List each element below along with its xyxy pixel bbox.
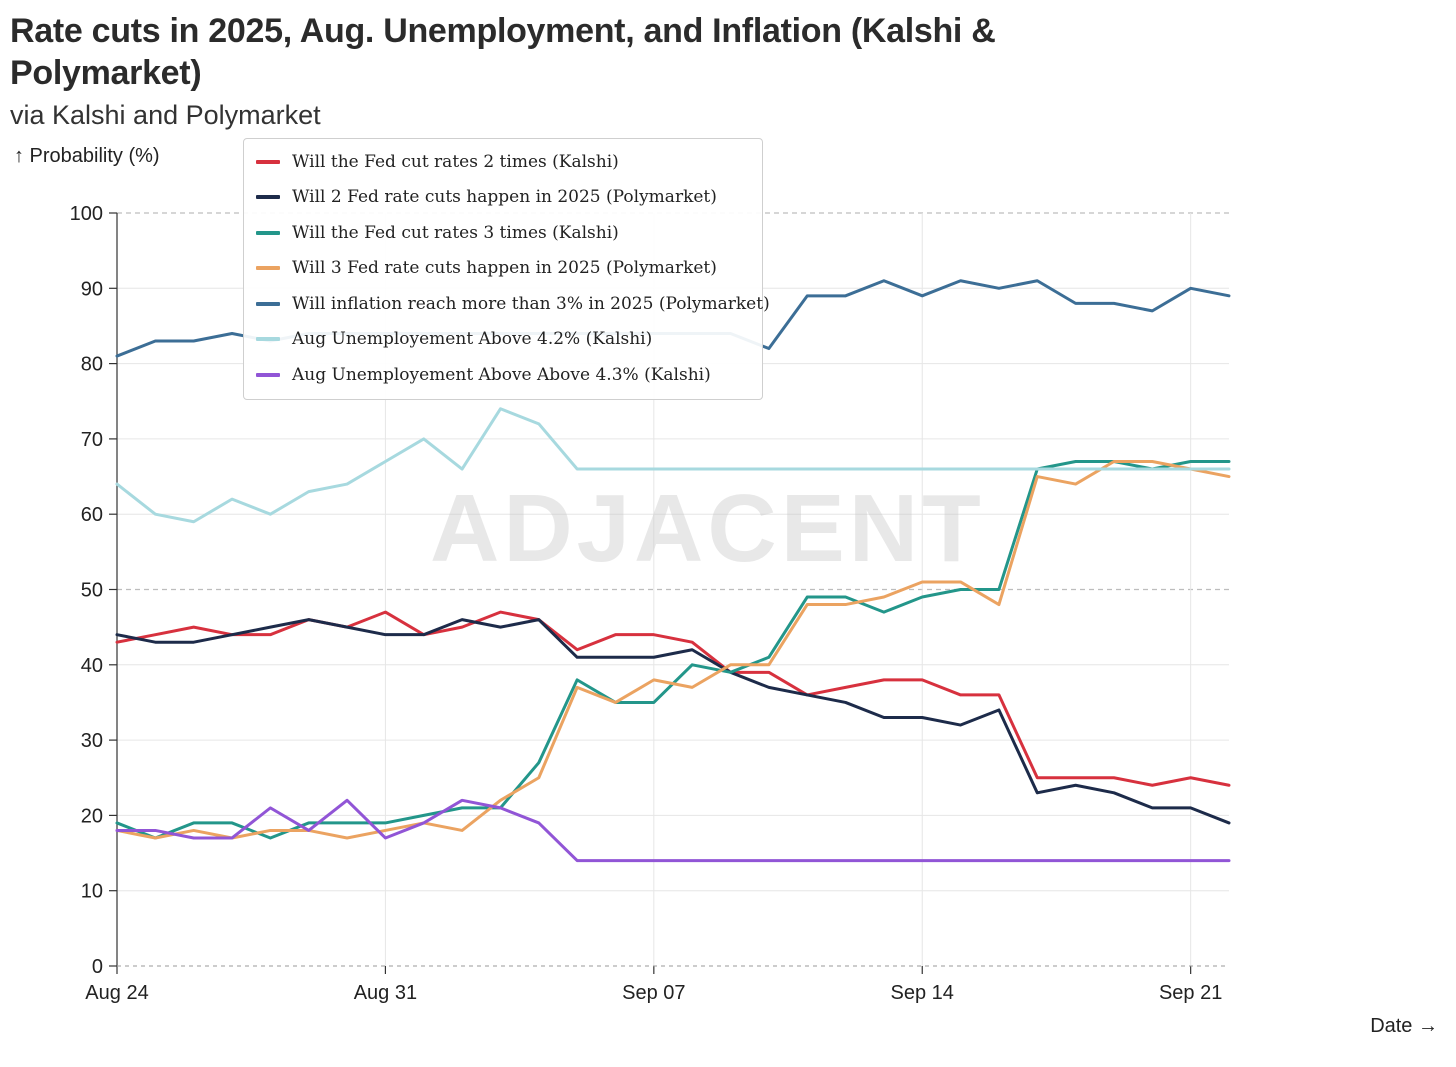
legend-item: Aug Unemployement Above Above 4.3% (Kals… <box>256 357 762 393</box>
chart-title: Rate cuts in 2025, Aug. Unemployment, an… <box>10 12 996 92</box>
series-line-5 <box>115 407 1231 524</box>
y-axis-label: ↑ Probability (%) <box>14 145 160 167</box>
x-tick-label: Sep 07 <box>622 982 685 1004</box>
chart-subtitle: via Kalshi and Polymarket <box>10 100 321 130</box>
y-tick-label: 40 <box>81 655 103 677</box>
legend-item: Will the Fed cut rates 2 times (Kalshi) <box>256 144 762 180</box>
legend-swatch <box>256 372 280 377</box>
y-tick-label: 90 <box>81 278 103 300</box>
legend-label: Will inflation reach more than 3% in 202… <box>292 293 770 314</box>
legend-label: Aug Unemployement Above Above 4.3% (Kals… <box>292 364 711 385</box>
legend-swatch <box>256 159 280 164</box>
x-tick-label: Aug 31 <box>354 982 417 1004</box>
legend-item: Will 3 Fed rate cuts happen in 2025 (Pol… <box>256 251 762 287</box>
y-tick-label: 60 <box>81 504 103 526</box>
legend-item: Will inflation reach more than 3% in 202… <box>256 286 770 322</box>
legend-swatch <box>256 337 280 342</box>
legend-label: Will 2 Fed rate cuts happen in 2025 (Pol… <box>292 187 717 208</box>
legend-swatch <box>256 266 280 271</box>
legend-item: Will the Fed cut rates 3 times (Kalshi) <box>256 215 762 251</box>
series-line-0 <box>115 610 1231 787</box>
legend-swatch <box>256 301 280 306</box>
y-tick-label: 70 <box>81 429 103 451</box>
legend-swatch <box>256 230 280 235</box>
axis-layer: 0 10 20 30 40 50 60 70 80 90 100 Aug 24 Aug 31 Sep 07… <box>70 203 1229 1004</box>
legend-item: Will 2 Fed rate cuts happen in 2025 (Pol… <box>256 180 762 216</box>
y-tick-label: 80 <box>81 354 103 376</box>
legend-label: Will the Fed cut rates 3 times (Kalshi) <box>292 222 619 243</box>
legend-label: Aug Unemployement Above 4.2% (Kalshi) <box>292 329 653 350</box>
legend-label: Will 3 Fed rate cuts happen in 2025 (Pol… <box>292 258 717 279</box>
x-tick-label: Sep 21 <box>1159 982 1222 1004</box>
x-axis-label: Date → <box>1370 1015 1438 1037</box>
legend-swatch <box>256 195 280 200</box>
y-tick-label: 30 <box>81 730 103 752</box>
series-line-1 <box>115 618 1231 825</box>
legend-label: Will the Fed cut rates 2 times (Kalshi) <box>292 151 619 172</box>
legend: Will the Fed cut rates 2 times (Kalshi) W… <box>243 138 770 400</box>
y-tick-label: 100 <box>70 203 103 225</box>
y-tick-label: 50 <box>81 580 103 602</box>
series-line-2 <box>115 459 1231 840</box>
legend-item: Aug Unemployement Above 4.2% (Kalshi) <box>256 322 762 358</box>
y-tick-label: 0 <box>92 956 103 978</box>
x-tick-label: Sep 14 <box>891 982 954 1004</box>
series-line-6 <box>115 798 1231 863</box>
y-tick-label: 20 <box>81 805 103 827</box>
y-tick-label: 10 <box>81 881 103 903</box>
series-line-3 <box>115 459 1231 840</box>
x-tick-label: Aug 24 <box>85 982 148 1004</box>
